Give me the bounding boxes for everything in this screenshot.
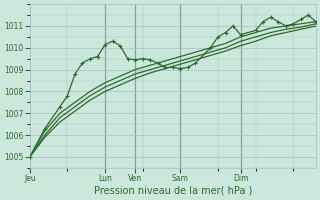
X-axis label: Pression niveau de la mer( hPa ): Pression niveau de la mer( hPa ) <box>94 186 252 196</box>
